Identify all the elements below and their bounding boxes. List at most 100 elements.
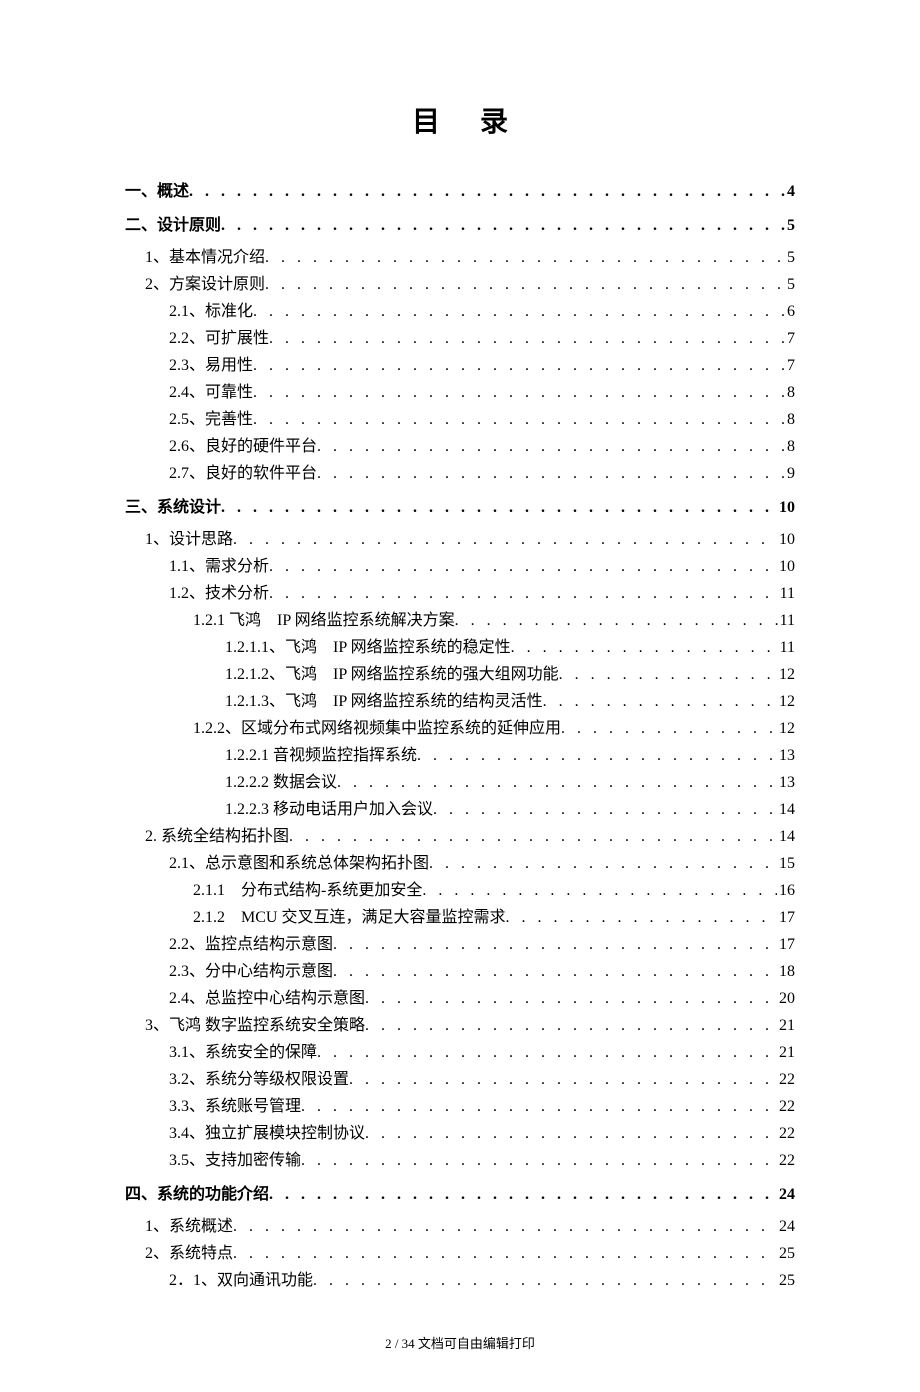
toc-leader-dots <box>189 180 785 204</box>
toc-leader-dots <box>505 906 777 930</box>
toc-leader-dots <box>317 435 785 459</box>
toc-entry-page: 25 <box>777 1269 795 1293</box>
toc-entry-label: 1.2.1.3、飞鸿 IP 网络监控系统的结构灵活性 <box>225 690 543 714</box>
toc-leader-dots <box>333 960 777 984</box>
toc-entry-label: 2、系统特点 <box>145 1242 233 1266</box>
toc-entry: 1.2.2、区域分布式网络视频集中监控系统的延伸应用12 <box>125 717 795 741</box>
toc-entry-label: 1.2.2、区域分布式网络视频集中监控系统的延伸应用 <box>193 717 561 741</box>
toc-leader-dots <box>269 555 777 579</box>
toc-entry-page: 18 <box>777 960 795 984</box>
toc-entry: 四、系统的功能介绍24 <box>125 1183 795 1207</box>
toc-entry-page: 24 <box>777 1215 795 1239</box>
toc-leader-dots <box>559 663 777 687</box>
toc-leader-dots <box>417 744 777 768</box>
toc-entry-page: 22 <box>777 1149 795 1173</box>
toc-leader-dots <box>269 582 778 606</box>
toc-leader-dots <box>269 1183 777 1207</box>
toc-entry-page: 14 <box>777 825 795 849</box>
toc-entry-label: 3.1、系统安全的保障 <box>169 1041 317 1065</box>
toc-entry-label: 3.5、支持加密传输 <box>169 1149 301 1173</box>
toc-entry: 2.1、总示意图和系统总体架构拓扑图15 <box>125 852 795 876</box>
toc-entry: 一、概述4 <box>125 180 795 204</box>
toc-entry-label: 二、设计原则 <box>125 214 221 238</box>
toc-entry-page: 7 <box>785 354 795 378</box>
toc-entry: 三、系统设计 10 <box>125 496 795 520</box>
toc-leader-dots <box>313 1269 777 1293</box>
toc-entry-page: 8 <box>785 381 795 405</box>
toc-entry-label: 1、基本情况介绍 <box>145 246 265 270</box>
toc-entry: 2.3、易用性 7 <box>125 354 795 378</box>
toc-leader-dots <box>253 381 785 405</box>
toc-entry-label: 3.2、系统分等级权限设置 <box>169 1068 349 1092</box>
toc-entry: 3.2、系统分等级权限设置 22 <box>125 1068 795 1092</box>
toc-entry: 1、基本情况介绍 5 <box>125 246 795 270</box>
toc-entry-page: 20 <box>777 987 795 1011</box>
toc-entry-label: 2.1.1 分布式结构-系统更加安全 <box>193 879 422 903</box>
toc-entry-page: 21 <box>777 1014 795 1038</box>
toc-entry: 2.3、分中心结构示意图 18 <box>125 960 795 984</box>
toc-entry-page: 7 <box>785 327 795 351</box>
toc-leader-dots <box>233 528 777 552</box>
toc-entry-label: 2.3、分中心结构示意图 <box>169 960 333 984</box>
toc-leader-dots <box>289 825 777 849</box>
toc-entry-label: 1.2.1 飞鸿 IP 网络监控系统解决方案 <box>193 609 455 633</box>
toc-entry-page: 16 <box>777 879 795 903</box>
toc-entry: 1.1、需求分析10 <box>125 555 795 579</box>
toc-entry-label: 1.2.2.1 音视频监控指挥系统 <box>225 744 417 768</box>
page-footer: 2 / 34 文档可自由编辑打印 <box>125 1333 795 1352</box>
toc-entry-label: 1.2.2.2 数据会议 <box>225 771 337 795</box>
toc-entry-label: 3、飞鸿 数字监控系统安全策略 <box>145 1014 365 1038</box>
toc-entry: 1.2.1.2、飞鸿 IP 网络监控系统的强大组网功能12 <box>125 663 795 687</box>
toc-entry: 3.1、系统安全的保障 21 <box>125 1041 795 1065</box>
toc-entry: 1.2、技术分析11 <box>125 582 795 606</box>
toc-entry-page: 21 <box>777 1041 795 1065</box>
toc-entry-page: 5 <box>785 246 795 270</box>
toc-entry-label: 2.4、总监控中心结构示意图 <box>169 987 365 1011</box>
toc-entry: 2. 系统全结构拓扑图 14 <box>125 825 795 849</box>
toc-entry-page: 17 <box>777 933 795 957</box>
toc-entry-label: 2、方案设计原则 <box>145 273 265 297</box>
toc-entry: 1.2.1 飞鸿 IP 网络监控系统解决方案11 <box>125 609 795 633</box>
toc-entry: 3.3、系统账号管理22 <box>125 1095 795 1119</box>
toc-entry: 1、设计思路10 <box>125 528 795 552</box>
toc-list: 一、概述4二、设计原则51、基本情况介绍52、方案设计原则52.1、标准化62.… <box>125 180 795 1293</box>
toc-entry-page: 10 <box>777 496 795 520</box>
toc-leader-dots <box>365 1014 777 1038</box>
toc-leader-dots <box>365 1122 777 1146</box>
toc-leader-dots <box>337 771 777 795</box>
toc-entry-label: 2.3、易用性 <box>169 354 253 378</box>
toc-entry: 2.1、标准化6 <box>125 300 795 324</box>
toc-leader-dots <box>233 1215 777 1239</box>
toc-entry-page: 5 <box>785 214 795 238</box>
toc-entry-page: 22 <box>777 1068 795 1092</box>
toc-entry-label: 2. 系统全结构拓扑图 <box>145 825 289 849</box>
toc-entry: 1.2.1.1、飞鸿 IP 网络监控系统的稳定性11 <box>125 636 795 660</box>
toc-entry-page: 14 <box>777 798 795 822</box>
toc-leader-dots <box>301 1149 777 1173</box>
toc-entry-label: 2.6、良好的硬件平台 <box>169 435 317 459</box>
toc-entry: 1.2.2.2 数据会议13 <box>125 771 795 795</box>
toc-entry: 2.4、可靠性 8 <box>125 381 795 405</box>
toc-entry: 二、设计原则 5 <box>125 214 795 238</box>
toc-entry-label: 2.4、可靠性 <box>169 381 253 405</box>
toc-leader-dots <box>233 1242 777 1266</box>
toc-entry-page: 8 <box>785 408 795 432</box>
toc-leader-dots <box>317 1041 777 1065</box>
toc-entry-label: 一、概述 <box>125 180 189 204</box>
toc-leader-dots <box>543 690 777 714</box>
toc-entry-page: 6 <box>785 300 795 324</box>
toc-leader-dots <box>317 462 785 486</box>
toc-entry-page: 13 <box>777 744 795 768</box>
toc-entry-label: 三、系统设计 <box>125 496 221 520</box>
toc-entry: 3.4、独立扩展模块控制协议22 <box>125 1122 795 1146</box>
toc-entry: 2.5、完善性8 <box>125 408 795 432</box>
toc-entry: 1.2.2.3 移动电话用户加入会议14 <box>125 798 795 822</box>
toc-entry-label: 四、系统的功能介绍 <box>125 1183 269 1207</box>
toc-entry-label: 1.2、技术分析 <box>169 582 269 606</box>
toc-entry: 2.1.2 MCU 交叉互连，满足大容量监控需求17 <box>125 906 795 930</box>
toc-entry-page: 15 <box>777 852 795 876</box>
toc-leader-dots <box>422 879 777 903</box>
toc-leader-dots <box>265 273 785 297</box>
toc-leader-dots <box>265 246 785 270</box>
toc-leader-dots <box>429 852 777 876</box>
